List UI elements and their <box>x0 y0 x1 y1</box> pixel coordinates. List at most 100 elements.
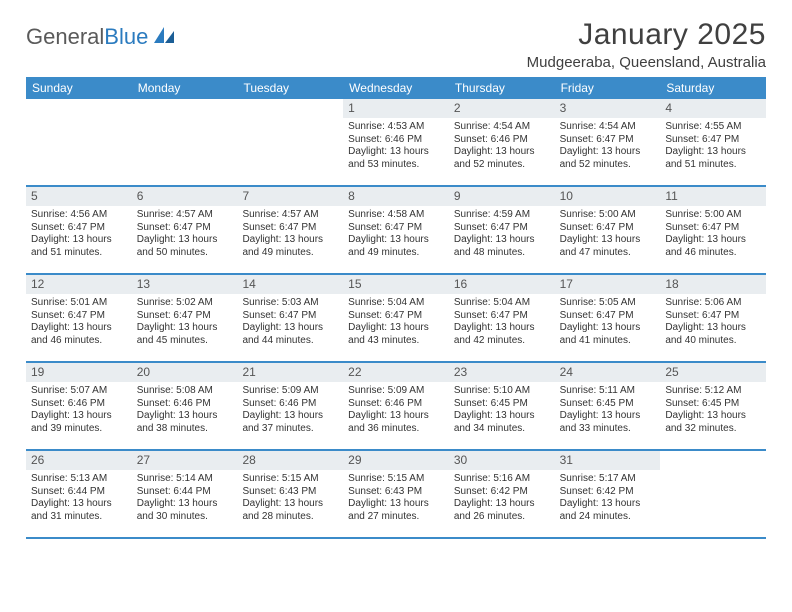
day-content: Sunrise: 5:11 AMSunset: 6:45 PMDaylight:… <box>555 382 661 439</box>
sunset-text: Sunset: 6:43 PM <box>348 486 444 499</box>
daylight-text: Daylight: 13 hours and 53 minutes. <box>348 146 444 171</box>
calendar-cell: 8Sunrise: 4:58 AMSunset: 6:47 PMDaylight… <box>343 187 449 273</box>
day-number: 1 <box>343 99 449 118</box>
header: GeneralBlue January 2025 Mudgeeraba, Que… <box>26 18 766 71</box>
calendar-body: 1Sunrise: 4:53 AMSunset: 6:46 PMDaylight… <box>26 99 766 539</box>
daylight-text: Daylight: 13 hours and 45 minutes. <box>137 322 233 347</box>
day-content: Sunrise: 5:07 AMSunset: 6:46 PMDaylight:… <box>26 382 132 439</box>
sunset-text: Sunset: 6:47 PM <box>31 222 127 235</box>
logo: GeneralBlue <box>26 18 176 50</box>
sunset-text: Sunset: 6:46 PM <box>454 134 550 147</box>
day-content: Sunrise: 4:53 AMSunset: 6:46 PMDaylight:… <box>343 118 449 175</box>
day-content: Sunrise: 5:12 AMSunset: 6:45 PMDaylight:… <box>660 382 766 439</box>
calendar-cell: 18Sunrise: 5:06 AMSunset: 6:47 PMDayligh… <box>660 275 766 361</box>
day-number: 25 <box>660 363 766 382</box>
daylight-text: Daylight: 13 hours and 41 minutes. <box>560 322 656 347</box>
sunrise-text: Sunrise: 5:15 AM <box>242 473 338 486</box>
calendar-cell: 26Sunrise: 5:13 AMSunset: 6:44 PMDayligh… <box>26 451 132 537</box>
sunrise-text: Sunrise: 4:56 AM <box>31 209 127 222</box>
day-content: Sunrise: 5:15 AMSunset: 6:43 PMDaylight:… <box>343 470 449 527</box>
sunrise-text: Sunrise: 5:01 AM <box>31 297 127 310</box>
sunset-text: Sunset: 6:46 PM <box>31 398 127 411</box>
daylight-text: Daylight: 13 hours and 44 minutes. <box>242 322 338 347</box>
sunset-text: Sunset: 6:47 PM <box>665 134 761 147</box>
sunset-text: Sunset: 6:46 PM <box>348 134 444 147</box>
sunset-text: Sunset: 6:47 PM <box>242 222 338 235</box>
day-number: 21 <box>237 363 343 382</box>
calendar-cell-empty <box>132 99 238 185</box>
sunset-text: Sunset: 6:47 PM <box>665 222 761 235</box>
day-number: 22 <box>343 363 449 382</box>
calendar-cell: 23Sunrise: 5:10 AMSunset: 6:45 PMDayligh… <box>449 363 555 449</box>
sunrise-text: Sunrise: 5:10 AM <box>454 385 550 398</box>
sunset-text: Sunset: 6:47 PM <box>560 222 656 235</box>
calendar-row: 1Sunrise: 4:53 AMSunset: 6:46 PMDaylight… <box>26 99 766 187</box>
sunrise-text: Sunrise: 4:54 AM <box>454 121 550 134</box>
calendar-cell: 17Sunrise: 5:05 AMSunset: 6:47 PMDayligh… <box>555 275 661 361</box>
sunrise-text: Sunrise: 4:57 AM <box>242 209 338 222</box>
calendar-cell: 20Sunrise: 5:08 AMSunset: 6:46 PMDayligh… <box>132 363 238 449</box>
daylight-text: Daylight: 13 hours and 46 minutes. <box>31 322 127 347</box>
weekday-header: Sunday <box>26 77 132 99</box>
sunset-text: Sunset: 6:45 PM <box>454 398 550 411</box>
sunset-text: Sunset: 6:45 PM <box>665 398 761 411</box>
day-content: Sunrise: 5:09 AMSunset: 6:46 PMDaylight:… <box>237 382 343 439</box>
sunset-text: Sunset: 6:44 PM <box>31 486 127 499</box>
day-content: Sunrise: 5:04 AMSunset: 6:47 PMDaylight:… <box>343 294 449 351</box>
weekday-header: Thursday <box>449 77 555 99</box>
day-content: Sunrise: 4:58 AMSunset: 6:47 PMDaylight:… <box>343 206 449 263</box>
daylight-text: Daylight: 13 hours and 40 minutes. <box>665 322 761 347</box>
day-number: 8 <box>343 187 449 206</box>
calendar-cell: 12Sunrise: 5:01 AMSunset: 6:47 PMDayligh… <box>26 275 132 361</box>
calendar-cell: 2Sunrise: 4:54 AMSunset: 6:46 PMDaylight… <box>449 99 555 185</box>
sunset-text: Sunset: 6:46 PM <box>242 398 338 411</box>
day-number: 28 <box>237 451 343 470</box>
day-content: Sunrise: 5:16 AMSunset: 6:42 PMDaylight:… <box>449 470 555 527</box>
calendar-cell-empty <box>26 99 132 185</box>
day-content: Sunrise: 5:10 AMSunset: 6:45 PMDaylight:… <box>449 382 555 439</box>
daylight-text: Daylight: 13 hours and 32 minutes. <box>665 410 761 435</box>
calendar-cell: 6Sunrise: 4:57 AMSunset: 6:47 PMDaylight… <box>132 187 238 273</box>
day-number: 31 <box>555 451 661 470</box>
daylight-text: Daylight: 13 hours and 39 minutes. <box>31 410 127 435</box>
day-number: 9 <box>449 187 555 206</box>
day-content: Sunrise: 5:08 AMSunset: 6:46 PMDaylight:… <box>132 382 238 439</box>
sunset-text: Sunset: 6:43 PM <box>242 486 338 499</box>
calendar-cell: 19Sunrise: 5:07 AMSunset: 6:46 PMDayligh… <box>26 363 132 449</box>
daylight-text: Daylight: 13 hours and 48 minutes. <box>454 234 550 259</box>
sunrise-text: Sunrise: 4:55 AM <box>665 121 761 134</box>
sunset-text: Sunset: 6:47 PM <box>454 222 550 235</box>
sunrise-text: Sunrise: 5:09 AM <box>348 385 444 398</box>
day-number: 30 <box>449 451 555 470</box>
sunrise-text: Sunrise: 5:08 AM <box>137 385 233 398</box>
sunrise-text: Sunrise: 5:02 AM <box>137 297 233 310</box>
sunrise-text: Sunrise: 4:58 AM <box>348 209 444 222</box>
weekday-header: Tuesday <box>237 77 343 99</box>
day-content: Sunrise: 4:54 AMSunset: 6:46 PMDaylight:… <box>449 118 555 175</box>
sunrise-text: Sunrise: 4:53 AM <box>348 121 444 134</box>
daylight-text: Daylight: 13 hours and 42 minutes. <box>454 322 550 347</box>
day-number: 13 <box>132 275 238 294</box>
daylight-text: Daylight: 13 hours and 47 minutes. <box>560 234 656 259</box>
day-number: 2 <box>449 99 555 118</box>
day-number: 4 <box>660 99 766 118</box>
daylight-text: Daylight: 13 hours and 51 minutes. <box>31 234 127 259</box>
sunset-text: Sunset: 6:47 PM <box>137 310 233 323</box>
sunset-text: Sunset: 6:47 PM <box>137 222 233 235</box>
sunrise-text: Sunrise: 5:00 AM <box>560 209 656 222</box>
day-number: 15 <box>343 275 449 294</box>
day-content: Sunrise: 5:15 AMSunset: 6:43 PMDaylight:… <box>237 470 343 527</box>
sunrise-text: Sunrise: 5:03 AM <box>242 297 338 310</box>
daylight-text: Daylight: 13 hours and 52 minutes. <box>560 146 656 171</box>
day-number: 23 <box>449 363 555 382</box>
daylight-text: Daylight: 13 hours and 51 minutes. <box>665 146 761 171</box>
calendar-cell: 30Sunrise: 5:16 AMSunset: 6:42 PMDayligh… <box>449 451 555 537</box>
sunrise-text: Sunrise: 5:09 AM <box>242 385 338 398</box>
day-number: 11 <box>660 187 766 206</box>
weekday-header: Friday <box>555 77 661 99</box>
daylight-text: Daylight: 13 hours and 30 minutes. <box>137 498 233 523</box>
sunrise-text: Sunrise: 5:07 AM <box>31 385 127 398</box>
calendar-cell: 1Sunrise: 4:53 AMSunset: 6:46 PMDaylight… <box>343 99 449 185</box>
sunrise-text: Sunrise: 4:54 AM <box>560 121 656 134</box>
sunrise-text: Sunrise: 5:04 AM <box>454 297 550 310</box>
